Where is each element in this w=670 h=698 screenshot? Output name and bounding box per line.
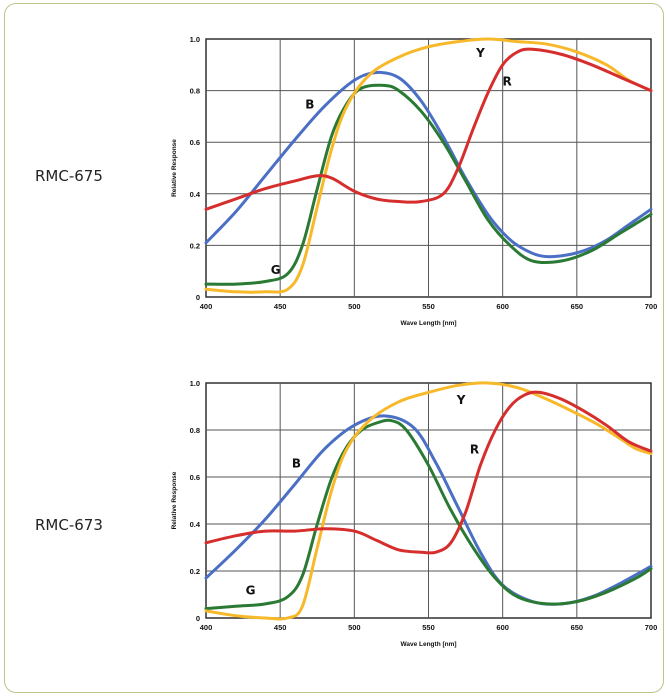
model-label-rmc-675: RMC-675 (35, 167, 103, 185)
y-axis-label: Relative Response (171, 139, 178, 197)
y-tick-label: 0 (196, 293, 200, 302)
y-tick-label: 0.4 (190, 520, 201, 529)
x-tick-label: 500 (348, 623, 361, 632)
y-tick-label: 0.6 (190, 138, 200, 147)
x-tick-label: 450 (274, 302, 287, 311)
series-line-y (204, 381, 653, 621)
series-line-b (204, 70, 653, 259)
spectral-response-chart-rmc-675: 400 450 500 550 600 650 700 0 0.2 0.4 0.6 0.8 1.0 Wav… (171, 35, 658, 327)
curve-label-b: B (305, 98, 314, 112)
y-tick-label: 1.0 (190, 379, 200, 388)
y-tick-label: 0.4 (190, 190, 201, 199)
x-tick-label: 550 (422, 302, 435, 311)
x-tick-label: 400 (200, 302, 213, 311)
x-tick-label: 650 (571, 623, 584, 632)
x-axis-label: Wave Length [nm] (400, 320, 456, 327)
spectral-response-chart-rmc-673: 400 450 500 550 600 650 700 0 0.2 0.4 0.6 0.8 1.0 Wav… (171, 379, 658, 648)
series-line-g (204, 83, 653, 286)
x-tick-label: 650 (571, 302, 584, 311)
y-axis-label: Relative Response (171, 471, 178, 529)
curve-label-r: R (502, 74, 511, 88)
curve-label-g: G (271, 263, 281, 277)
x-axis-label: Wave Length [nm] (400, 641, 456, 648)
x-tick-label: 600 (496, 623, 509, 632)
model-label-rmc-673: RMC-673 (35, 516, 103, 534)
x-tick-label: 700 (645, 302, 658, 311)
y-tick-label: 0.2 (190, 567, 200, 576)
x-tick-label: 400 (200, 623, 213, 632)
curve-label-y: Y (475, 46, 485, 60)
y-tick-label: 0.8 (190, 426, 200, 435)
x-tick-label: 550 (422, 623, 435, 632)
series-line-g (204, 418, 653, 611)
x-tick-label: 450 (274, 623, 287, 632)
x-tick-label: 500 (348, 302, 361, 311)
series-line-r (204, 47, 653, 211)
y-tick-label: 1.0 (190, 35, 200, 44)
curve-label-y: Y (456, 393, 466, 407)
x-tick-label: 700 (645, 623, 658, 632)
y-tick-label: 0 (196, 614, 200, 623)
curve-label-g: G (246, 584, 256, 598)
x-tick-label: 600 (496, 302, 509, 311)
y-tick-label: 0.8 (190, 87, 200, 96)
series-line-r (204, 390, 653, 555)
y-tick-label: 0.2 (190, 241, 200, 250)
curve-label-r: R (470, 443, 479, 457)
series-line-y (204, 37, 653, 294)
y-tick-label: 0.6 (190, 473, 200, 482)
curve-label-b: B (292, 457, 301, 471)
